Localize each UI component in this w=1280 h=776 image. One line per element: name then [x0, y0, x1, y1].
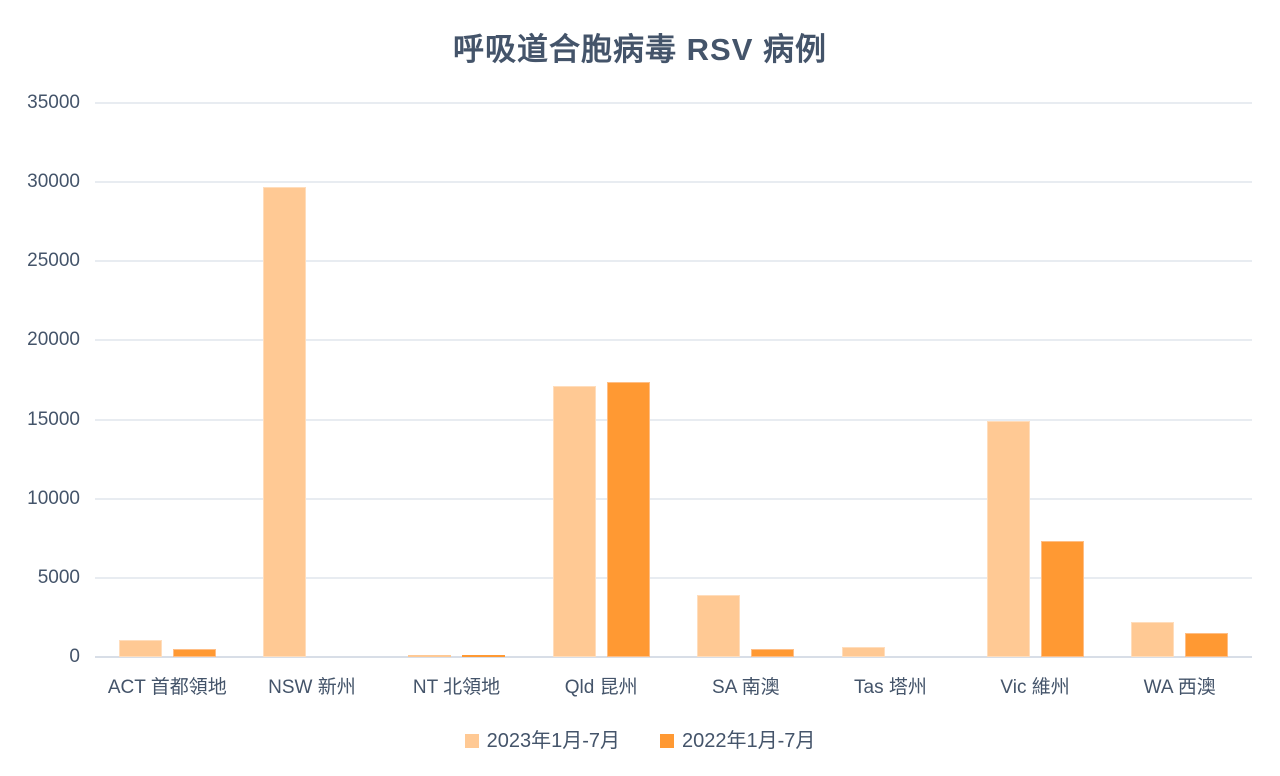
legend-label: 2023年1月-7月: [486, 730, 620, 752]
legend: 2023年1月-7月 2022年1月-7月: [0, 726, 1280, 756]
x-axis-label: Vic 維州: [1000, 677, 1070, 698]
y-tick-label: 20000: [27, 329, 80, 351]
bar-series-1-qld: [607, 382, 650, 657]
gridline: [95, 102, 1252, 104]
bar-series-0-qld: [553, 386, 596, 657]
y-tick-label: 0: [69, 646, 80, 667]
bar-series-0-act: [119, 640, 162, 657]
bar-series-0-sa: [697, 595, 740, 657]
gridline: [95, 497, 1252, 500]
y-tick-label: 5000: [37, 566, 80, 588]
gridline: [95, 576, 1252, 579]
bar-series-0-nt: [408, 655, 451, 657]
gridline: [95, 418, 1252, 421]
bar-series-0-vic: [987, 421, 1030, 657]
legend-item-0: 2023年1月-7月: [464, 730, 620, 752]
bar-series-1-nt: [462, 655, 505, 657]
bar-series-0-wa: [1131, 622, 1174, 657]
x-axis-label: NT 北領地: [412, 677, 501, 698]
x-axis-label: Qld 昆州: [564, 677, 638, 698]
legend-label: 2022年1月-7月: [682, 730, 816, 752]
bar-series-1-sa: [751, 649, 794, 657]
y-tick-label: 15000: [27, 408, 80, 430]
x-axis-label: WA 西澳: [1143, 677, 1216, 698]
legend-swatch-icon: [464, 734, 479, 748]
y-tick-label: 10000: [27, 487, 80, 509]
legend-swatch-icon: [660, 734, 674, 748]
x-axis-label: ACT 首都領地: [107, 677, 227, 698]
x-axis-label: NSW 新州: [268, 677, 356, 698]
chart-title: 呼吸道合胞病毒 RSV 病例: [453, 32, 827, 67]
gridline: [95, 181, 1252, 184]
bar-series-1-vic: [1041, 541, 1084, 657]
axis-baseline: [95, 656, 1252, 658]
legend-item-1: 2022年1月-7月: [660, 731, 815, 751]
x-axis-label: SA 南澳: [712, 677, 780, 698]
y-tick-label: 35000: [27, 92, 80, 113]
y-tick-label: 30000: [27, 171, 80, 193]
bar-series-1-wa: [1185, 633, 1228, 657]
gridline: [95, 339, 1252, 342]
x-axis-label: Tas 塔州: [854, 677, 927, 698]
bar-series-0-nsw: [263, 187, 306, 657]
bar-series-1-act: [173, 649, 216, 657]
y-tick-label: 25000: [27, 250, 80, 272]
bar-series-0-tas: [842, 647, 885, 657]
gridline: [95, 260, 1252, 263]
